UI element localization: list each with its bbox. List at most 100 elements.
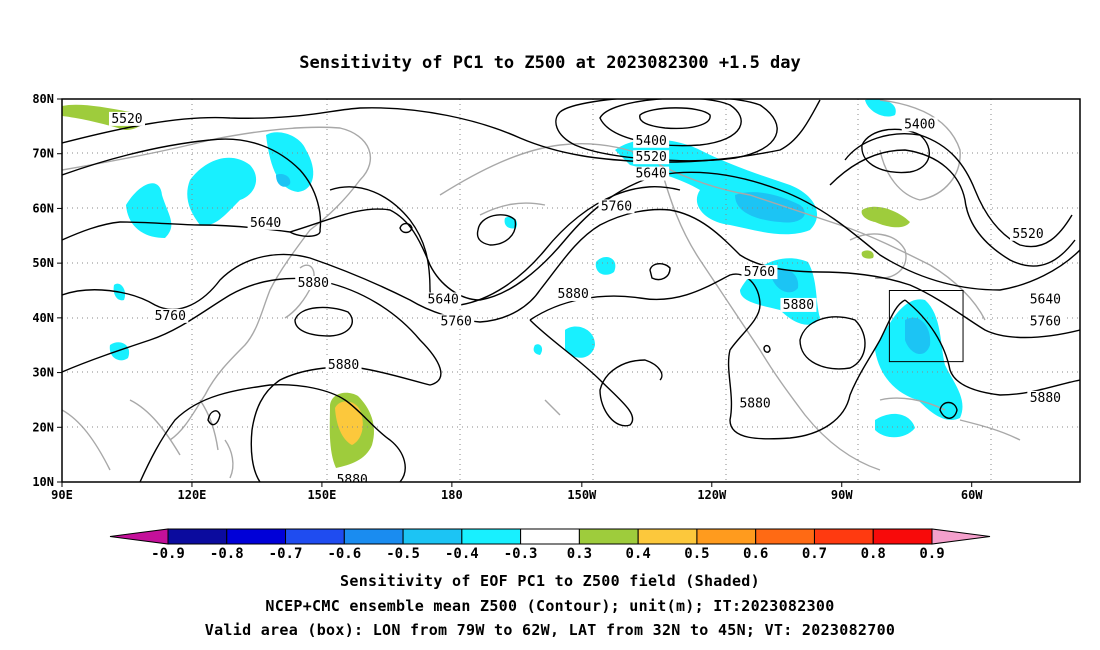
shade-patch (276, 174, 291, 187)
contour-labels: 5520 5640 5880 5760 5880 5880 5640 5760 5880 5400… (108, 111, 1064, 488)
contour-small-loop-60w (939, 401, 958, 419)
lat-tick-label: 10N (32, 475, 54, 489)
shade-patch (875, 413, 915, 438)
colorbar-label: 0.8 (861, 546, 886, 562)
lon-tick-label: 120E (178, 488, 207, 502)
shade-patch (735, 192, 805, 223)
contour-label-bg (1027, 390, 1064, 405)
contour-label-bg (737, 396, 774, 411)
contour-5400-inner (639, 107, 711, 130)
contour-label-bg (1027, 314, 1064, 329)
contour-5640-northeast (829, 149, 1076, 267)
contour-label: 5400 (904, 117, 935, 132)
contour-label: 5520 (111, 112, 142, 127)
contour-label: 5880 (328, 358, 359, 373)
contour-label: 5640 (635, 167, 666, 182)
contour-label-bg (901, 117, 938, 132)
shade-patch (861, 206, 910, 228)
contour-label: 5880 (337, 473, 368, 488)
contour-label-bg (633, 150, 670, 165)
contour-label: 5640 (1030, 292, 1061, 307)
colorbar-swatch (402, 528, 463, 545)
plot-frame (61, 98, 1081, 483)
colorbar-swatch (461, 528, 522, 545)
colorbar-high-extend (931, 528, 991, 545)
contour-label: 5520 (1012, 227, 1043, 242)
shade-patch (109, 342, 130, 361)
contour-small-loop-180 (476, 214, 517, 246)
colorbar-swatch (226, 528, 287, 545)
contour-small-loop-165e (399, 222, 413, 234)
contour-small-loop-105w (763, 344, 771, 353)
colorbar-swatch (343, 528, 404, 545)
lon-tick-label: 150E (307, 488, 336, 502)
colorbar-label: -0.4 (445, 546, 479, 562)
contour-label-bg (780, 297, 817, 312)
contour-label: 5760 (1030, 314, 1061, 329)
colorbar-label: -0.3 (504, 546, 538, 562)
contour-small-loop-20n (207, 410, 221, 426)
caption-line-2: NCEP+CMC ensemble mean Z500 (Contour); u… (265, 597, 835, 615)
contour-5400-northeast (861, 128, 930, 174)
caption-line-3: Valid area (box): LON from 79W to 62W, L… (204, 621, 896, 639)
colorbar-label: 0.9 (919, 546, 944, 562)
shade-patch (595, 257, 616, 275)
colorbar-label: 0.5 (684, 546, 709, 562)
colorbar-label: -0.7 (269, 546, 303, 562)
contour-5880-atlantic (904, 299, 1080, 396)
shade-patch (126, 183, 172, 238)
longitude-ticks: 90E 120E 150E 180 150W 120W 90W 60W (51, 482, 983, 502)
coastline-india (62, 399, 181, 471)
shade-patch (533, 344, 543, 355)
lat-tick-label: 80N (32, 92, 54, 106)
contour-label-bg (152, 308, 189, 323)
contour-5520-northeast (844, 133, 1073, 248)
contour-label-bg (633, 133, 670, 148)
shade-patch (335, 401, 363, 445)
lat-tick-label: 40N (32, 311, 54, 325)
shade-patch (861, 250, 874, 259)
contour-5520-north (62, 99, 821, 163)
contour-label: 5880 (739, 396, 770, 411)
colorbar-swatch (167, 528, 228, 545)
contour-label-bg (108, 111, 145, 126)
coastline-philippines (199, 399, 234, 479)
colorbar-swatch (696, 528, 757, 545)
lat-tick-label: 30N (32, 366, 54, 380)
map-title: Sensitivity of PC1 to Z500 at 2023082300… (299, 53, 801, 73)
colorbar-label: -0.5 (386, 546, 420, 562)
colorbar-swatch (813, 528, 874, 545)
contour-5880-pacific (529, 319, 663, 427)
lat-tick-label: 70N (32, 147, 54, 161)
contour-5640-main (289, 171, 1080, 301)
lon-tick-label: 90E (51, 488, 73, 502)
shade-patch (187, 157, 257, 226)
colorbar-swatch (520, 528, 580, 545)
contour-label-bg (555, 286, 592, 301)
contour-label-bg (438, 314, 475, 329)
contour-5880-closed-east (799, 316, 866, 370)
colorbar-swatch (637, 528, 698, 545)
lat-tick-label: 20N (32, 420, 54, 434)
contour-5880-south (139, 383, 406, 482)
colorbar-swatch (578, 528, 639, 545)
contour-label: 5880 (783, 298, 814, 313)
contour-label: 5880 (298, 276, 329, 291)
colorbar-low-extend (109, 528, 169, 545)
coastline-hudson (849, 233, 907, 279)
contour-label: 5640 (250, 216, 281, 231)
contour-5760-main (62, 208, 1080, 339)
colorbar-label: -0.6 (327, 546, 361, 562)
colorbar-swatch (755, 528, 815, 545)
contour-label: 5880 (1030, 391, 1061, 406)
coastline-alaska (439, 143, 751, 216)
colorbar: -0.9 -0.8 -0.7 -0.6 -0.5 -0.4 -0.3 0.3 0.4 0.5 0.6… (109, 528, 991, 562)
shade-patch (875, 299, 963, 420)
contour-label: 5640 (428, 292, 459, 307)
contour-label-bg (334, 473, 371, 482)
colorbar-swatch (285, 528, 345, 545)
contour-5640-north (62, 138, 322, 241)
shade-patch (905, 317, 931, 355)
contour-label-bg (1010, 226, 1047, 241)
